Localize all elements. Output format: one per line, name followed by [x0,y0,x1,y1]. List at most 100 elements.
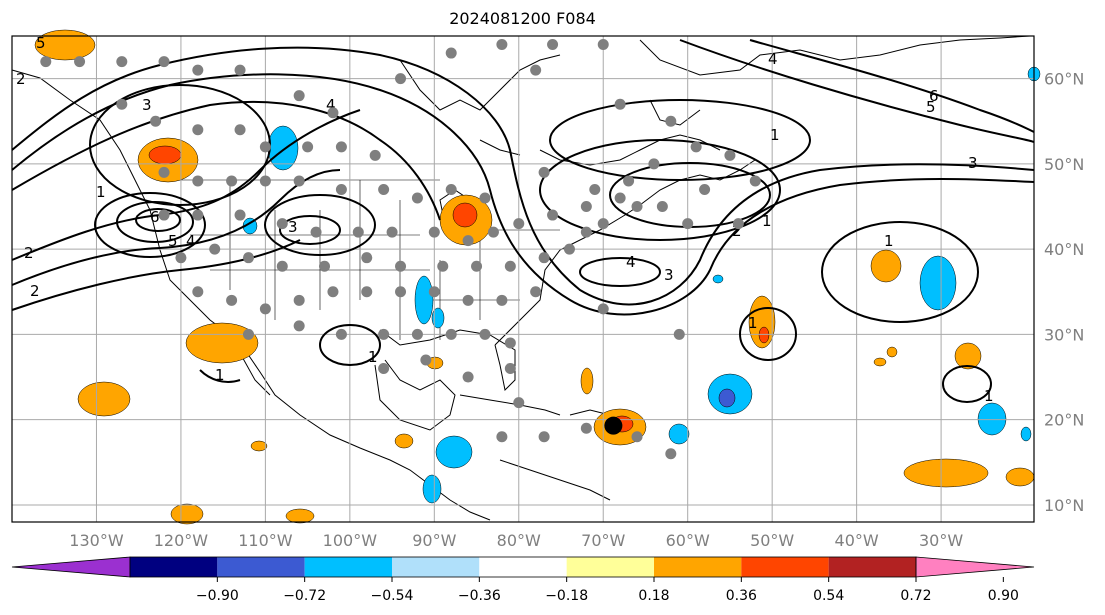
positive-anomaly-area [954,342,982,370]
contour-label: 3 [142,96,152,114]
contour-label: 1 [770,126,780,144]
station-dot [690,141,702,153]
station-dot [496,294,508,306]
station-dot [226,294,238,306]
station-dot [293,320,305,332]
colorbar-tick-label: 0.36 [726,588,757,604]
station-dot [411,328,423,340]
station-dot [513,397,525,409]
latitude-label: 60°N [1044,70,1084,89]
station-dot [234,209,246,221]
station-dot [234,124,246,136]
shaded-anomalies [34,29,1041,525]
station-dot [420,354,432,366]
longitude-labels: 130°W 120°W 110°W 100°W 90°W 80°W 70°W 60°W 50°W… [69,531,963,550]
latitude-label: 50°N [1044,155,1084,174]
station-dot [530,286,542,298]
positive-anomaly-area [77,381,131,417]
colorbar-tick-label: 0.54 [813,588,844,604]
station-dot [445,328,457,340]
station-dot [395,73,407,85]
station-dot [479,328,491,340]
station-dot [369,149,381,161]
negative-anomaly-area [668,423,690,445]
station-dot [462,235,474,247]
station-dot [504,337,516,349]
contour-label: 4 [768,50,778,68]
contour-label: 5 [168,232,178,250]
station-dot [462,371,474,383]
station-dot [395,260,407,272]
station-dot [563,243,575,255]
station-dot [361,286,373,298]
negative-anomaly-area [414,275,434,325]
map-title: 2024081200 F084 [449,9,596,28]
station-dot [445,183,457,195]
positive-anomaly-area [34,29,96,61]
station-dot [327,107,339,119]
station-dot [192,286,204,298]
colorbar-tick-label: −0.18 [545,588,588,604]
station-dot [530,64,542,76]
colorbar-bin [654,557,742,577]
station-dot [487,226,499,238]
station-dot [310,226,322,238]
station-dot [496,431,508,443]
negative-anomaly-area [919,255,957,311]
contour-label: 2 [16,70,26,88]
contour-label: 5 [926,98,936,116]
station-dot [623,175,635,187]
station-dot [699,183,711,195]
station-dot [614,192,626,204]
storm-center-marker [604,416,623,435]
longitude-label: 50°W [750,531,794,550]
station-dot [538,431,550,443]
longitude-label: 60°W [666,531,710,550]
longitude-label: 30°W [919,531,963,550]
colorbar-bin [304,557,392,577]
contour-label: 4 [626,253,636,271]
station-dot [428,286,440,298]
longitude-label: 40°W [835,531,879,550]
positive-anomaly-area [870,249,902,283]
station-dot [597,39,609,51]
contour-label: 4 [186,232,196,250]
latitude-labels: 60°N 50°N 40°N 30°N 20°N 10°N [1044,70,1084,515]
positive-anomaly-area [886,346,898,358]
station-dot [724,149,736,161]
longitude-label: 100°W [323,531,378,550]
station-dot [437,260,449,272]
station-dot [445,47,457,59]
contour-label: 1 [96,183,106,201]
station-dot [386,226,398,238]
negative-anomaly-area [435,435,473,469]
colorbar-bin [217,557,305,577]
station-dot [749,175,761,187]
colorbar-bin [828,557,916,577]
station-dot [116,56,128,68]
latitude-label: 20°N [1044,411,1084,430]
colorbar: −0.90 −0.72 −0.54 −0.36 −0.18 0.18 0.36 0.54 0.7… [11,556,1035,604]
station-dot [580,201,592,213]
station-dot [648,158,660,170]
station-dot [40,56,52,68]
station-dot [580,226,592,238]
station-dot [209,243,221,255]
station-dot [293,90,305,102]
contour-label: 1 [368,348,378,366]
station-dot [293,175,305,187]
station-dot [175,252,187,264]
station-dot [259,175,271,187]
station-dot [259,303,271,315]
colorbar-extend-low [11,556,131,578]
station-dot [378,183,390,195]
station-dot [158,166,170,178]
station-dot [352,226,364,238]
colorbar-bin [566,557,654,577]
negative-anomaly-area [718,388,736,408]
station-dot [513,218,525,230]
station-dot [327,286,339,298]
station-dot [158,56,170,68]
station-dot [242,252,254,264]
colorbar-tick-label: 0.18 [638,588,669,604]
